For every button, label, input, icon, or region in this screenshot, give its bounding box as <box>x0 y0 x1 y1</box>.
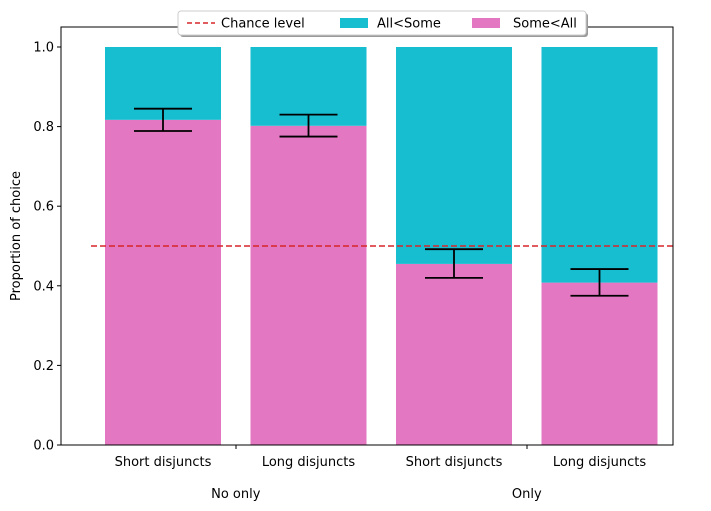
legend-label-1: All<Some <box>377 17 441 32</box>
bar-some-all-0 <box>105 119 221 446</box>
y-tick-label-0: 0.0 <box>33 439 54 454</box>
bars-layer <box>105 47 658 446</box>
bar-some-all-2 <box>396 263 512 445</box>
y-axis: 0.0 0.2 0.4 0.6 0.8 1.0 <box>33 41 61 454</box>
y-tick-label-5: 1.0 <box>33 41 54 56</box>
y-tick-label-2: 0.4 <box>33 279 54 294</box>
legend-label-0: Chance level <box>221 17 305 32</box>
x-tick-label-3: Long disjuncts <box>553 455 647 470</box>
x-group-label-1: Only <box>512 487 542 502</box>
legend-box <box>177 10 587 36</box>
legend-swatch-1 <box>340 18 368 28</box>
error-bar-0 <box>134 107 192 132</box>
legend: Chance level All<Some Some<All <box>177 10 588 37</box>
y-axis-label: Proportion of choice <box>9 171 24 301</box>
x-axis: Short disjuncts Long disjuncts Short disju… <box>115 445 647 502</box>
bar-all-some-0 <box>105 47 221 120</box>
error-bars-layer <box>134 107 629 297</box>
bar-some-all-3 <box>541 282 658 445</box>
y-tick-label-4: 0.8 <box>33 120 54 135</box>
x-tick-label-0: Short disjuncts <box>115 455 212 470</box>
y-tick-label-1: 0.2 <box>33 359 54 374</box>
x-tick-label-1: Long disjuncts <box>262 455 356 470</box>
bar-all-some-2 <box>396 47 512 264</box>
bar-all-some-3 <box>541 47 658 283</box>
error-bar-3 <box>570 268 629 297</box>
bar-some-all-1 <box>250 125 367 445</box>
x-tick-label-2: Short disjuncts <box>406 455 503 470</box>
bar-all-some-1 <box>250 47 367 126</box>
error-bar-2 <box>425 248 483 279</box>
error-bar-1 <box>279 113 338 138</box>
y-tick-label-3: 0.6 <box>33 200 54 215</box>
legend-label-2: Some<All <box>513 17 577 32</box>
legend-swatch-2 <box>472 18 500 28</box>
x-group-label-0: No only <box>211 487 261 502</box>
